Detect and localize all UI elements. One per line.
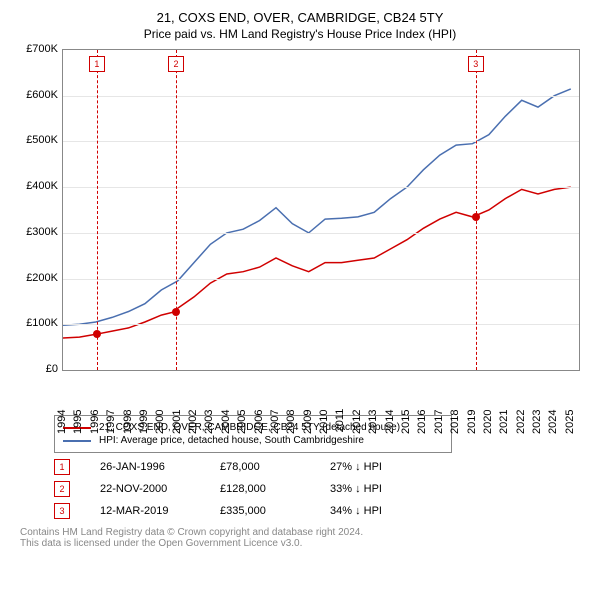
y-tick-label: £100K <box>16 317 58 329</box>
sales-row-marker: 1 <box>54 459 70 475</box>
x-tick-label: 2024 <box>547 409 559 433</box>
sales-row-date: 26-JAN-1996 <box>100 461 190 473</box>
x-tick-label: 2005 <box>236 409 248 433</box>
attribution-line: This data is licensed under the Open Gov… <box>20 538 592 549</box>
x-tick-label: 2002 <box>187 409 199 433</box>
sales-row: 1 26-JAN-1996 £78,000 27% ↓ HPI <box>54 459 592 475</box>
sales-row-pct: 34% ↓ HPI <box>330 505 430 517</box>
chart-subtitle: Price paid vs. HM Land Registry's House … <box>8 27 592 41</box>
x-tick-label: 2009 <box>302 409 314 433</box>
x-tick-label: 2016 <box>416 409 428 433</box>
y-tick-label: £0 <box>16 363 58 375</box>
x-tick-label: 2013 <box>367 409 379 433</box>
sale-point <box>172 308 180 316</box>
sales-row-price: £78,000 <box>220 461 300 473</box>
x-tick-label: 2000 <box>154 409 166 433</box>
sale-marker-box: 2 <box>168 56 184 72</box>
x-tick-label: 1998 <box>122 409 134 433</box>
legend-label: HPI: Average price, detached house, Sout… <box>99 435 364 446</box>
x-tick-label: 1996 <box>89 409 101 433</box>
x-tick-label: 2008 <box>285 409 297 433</box>
sales-row-pct: 27% ↓ HPI <box>330 461 430 473</box>
x-tick-label: 2011 <box>334 409 346 433</box>
x-tick-label: 2022 <box>515 409 527 433</box>
attribution-line: Contains HM Land Registry data © Crown c… <box>20 527 592 538</box>
sale-point <box>93 330 101 338</box>
y-tick-label: £700K <box>16 43 58 55</box>
x-tick-label: 2018 <box>449 409 461 433</box>
x-tick-label: 1999 <box>138 409 150 433</box>
x-tick-label: 2004 <box>220 409 232 433</box>
gridline <box>63 141 579 142</box>
x-tick-label: 2010 <box>318 409 330 433</box>
sales-row: 2 22-NOV-2000 £128,000 33% ↓ HPI <box>54 481 592 497</box>
sale-vline <box>476 50 477 370</box>
x-tick-label: 1995 <box>72 409 84 433</box>
sales-row-marker: 3 <box>54 503 70 519</box>
y-tick-label: £600K <box>16 89 58 101</box>
x-tick-label: 1997 <box>105 409 117 433</box>
sale-marker-box: 3 <box>468 56 484 72</box>
series-line-hpi <box>63 89 571 325</box>
y-tick-label: £200K <box>16 272 58 284</box>
x-tick-label: 2023 <box>531 409 543 433</box>
sales-row-price: £335,000 <box>220 505 300 517</box>
series-layer <box>63 50 579 370</box>
sales-row-date: 22-NOV-2000 <box>100 483 190 495</box>
gridline <box>63 96 579 97</box>
x-tick-label: 2012 <box>351 409 363 433</box>
sales-table: 1 26-JAN-1996 £78,000 27% ↓ HPI 2 22-NOV-2000… <box>54 459 592 519</box>
x-tick-label: 2019 <box>466 409 478 433</box>
x-tick-label: 2001 <box>171 409 183 433</box>
x-tick-label: 1994 <box>56 409 68 433</box>
sale-vline <box>97 50 98 370</box>
attribution: Contains HM Land Registry data © Crown c… <box>20 527 592 549</box>
x-tick-label: 2025 <box>564 409 576 433</box>
sales-row-price: £128,000 <box>220 483 300 495</box>
legend-swatch <box>63 440 91 442</box>
gridline <box>63 324 579 325</box>
sale-vline <box>176 50 177 370</box>
gridline <box>63 233 579 234</box>
sales-row-pct: 33% ↓ HPI <box>330 483 430 495</box>
x-tick-label: 2015 <box>400 409 412 433</box>
sales-row-date: 12-MAR-2019 <box>100 505 190 517</box>
x-tick-label: 2017 <box>433 409 445 433</box>
legend-item: HPI: Average price, detached house, Sout… <box>63 435 443 446</box>
gridline <box>63 279 579 280</box>
gridline <box>63 187 579 188</box>
x-tick-label: 2020 <box>482 409 494 433</box>
x-tick-label: 2003 <box>203 409 215 433</box>
y-tick-label: £500K <box>16 134 58 146</box>
series-line-price_paid <box>63 187 571 338</box>
chart-title: 21, COXS END, OVER, CAMBRIDGE, CB24 5TY <box>8 10 592 25</box>
plot-area: 1 2 3 <box>62 49 580 371</box>
sales-row-marker: 2 <box>54 481 70 497</box>
chart-container: 123 £0£100K£200K£300K£400K£500K£600K£700… <box>16 49 586 409</box>
sale-marker-box: 1 <box>89 56 105 72</box>
x-tick-label: 2021 <box>498 409 510 433</box>
sales-row: 3 12-MAR-2019 £335,000 34% ↓ HPI <box>54 503 592 519</box>
x-tick-label: 2014 <box>384 409 396 433</box>
x-tick-label: 2006 <box>253 409 265 433</box>
sale-point <box>472 213 480 221</box>
y-tick-label: £300K <box>16 226 58 238</box>
x-tick-label: 2007 <box>269 409 281 433</box>
y-tick-label: £400K <box>16 180 58 192</box>
